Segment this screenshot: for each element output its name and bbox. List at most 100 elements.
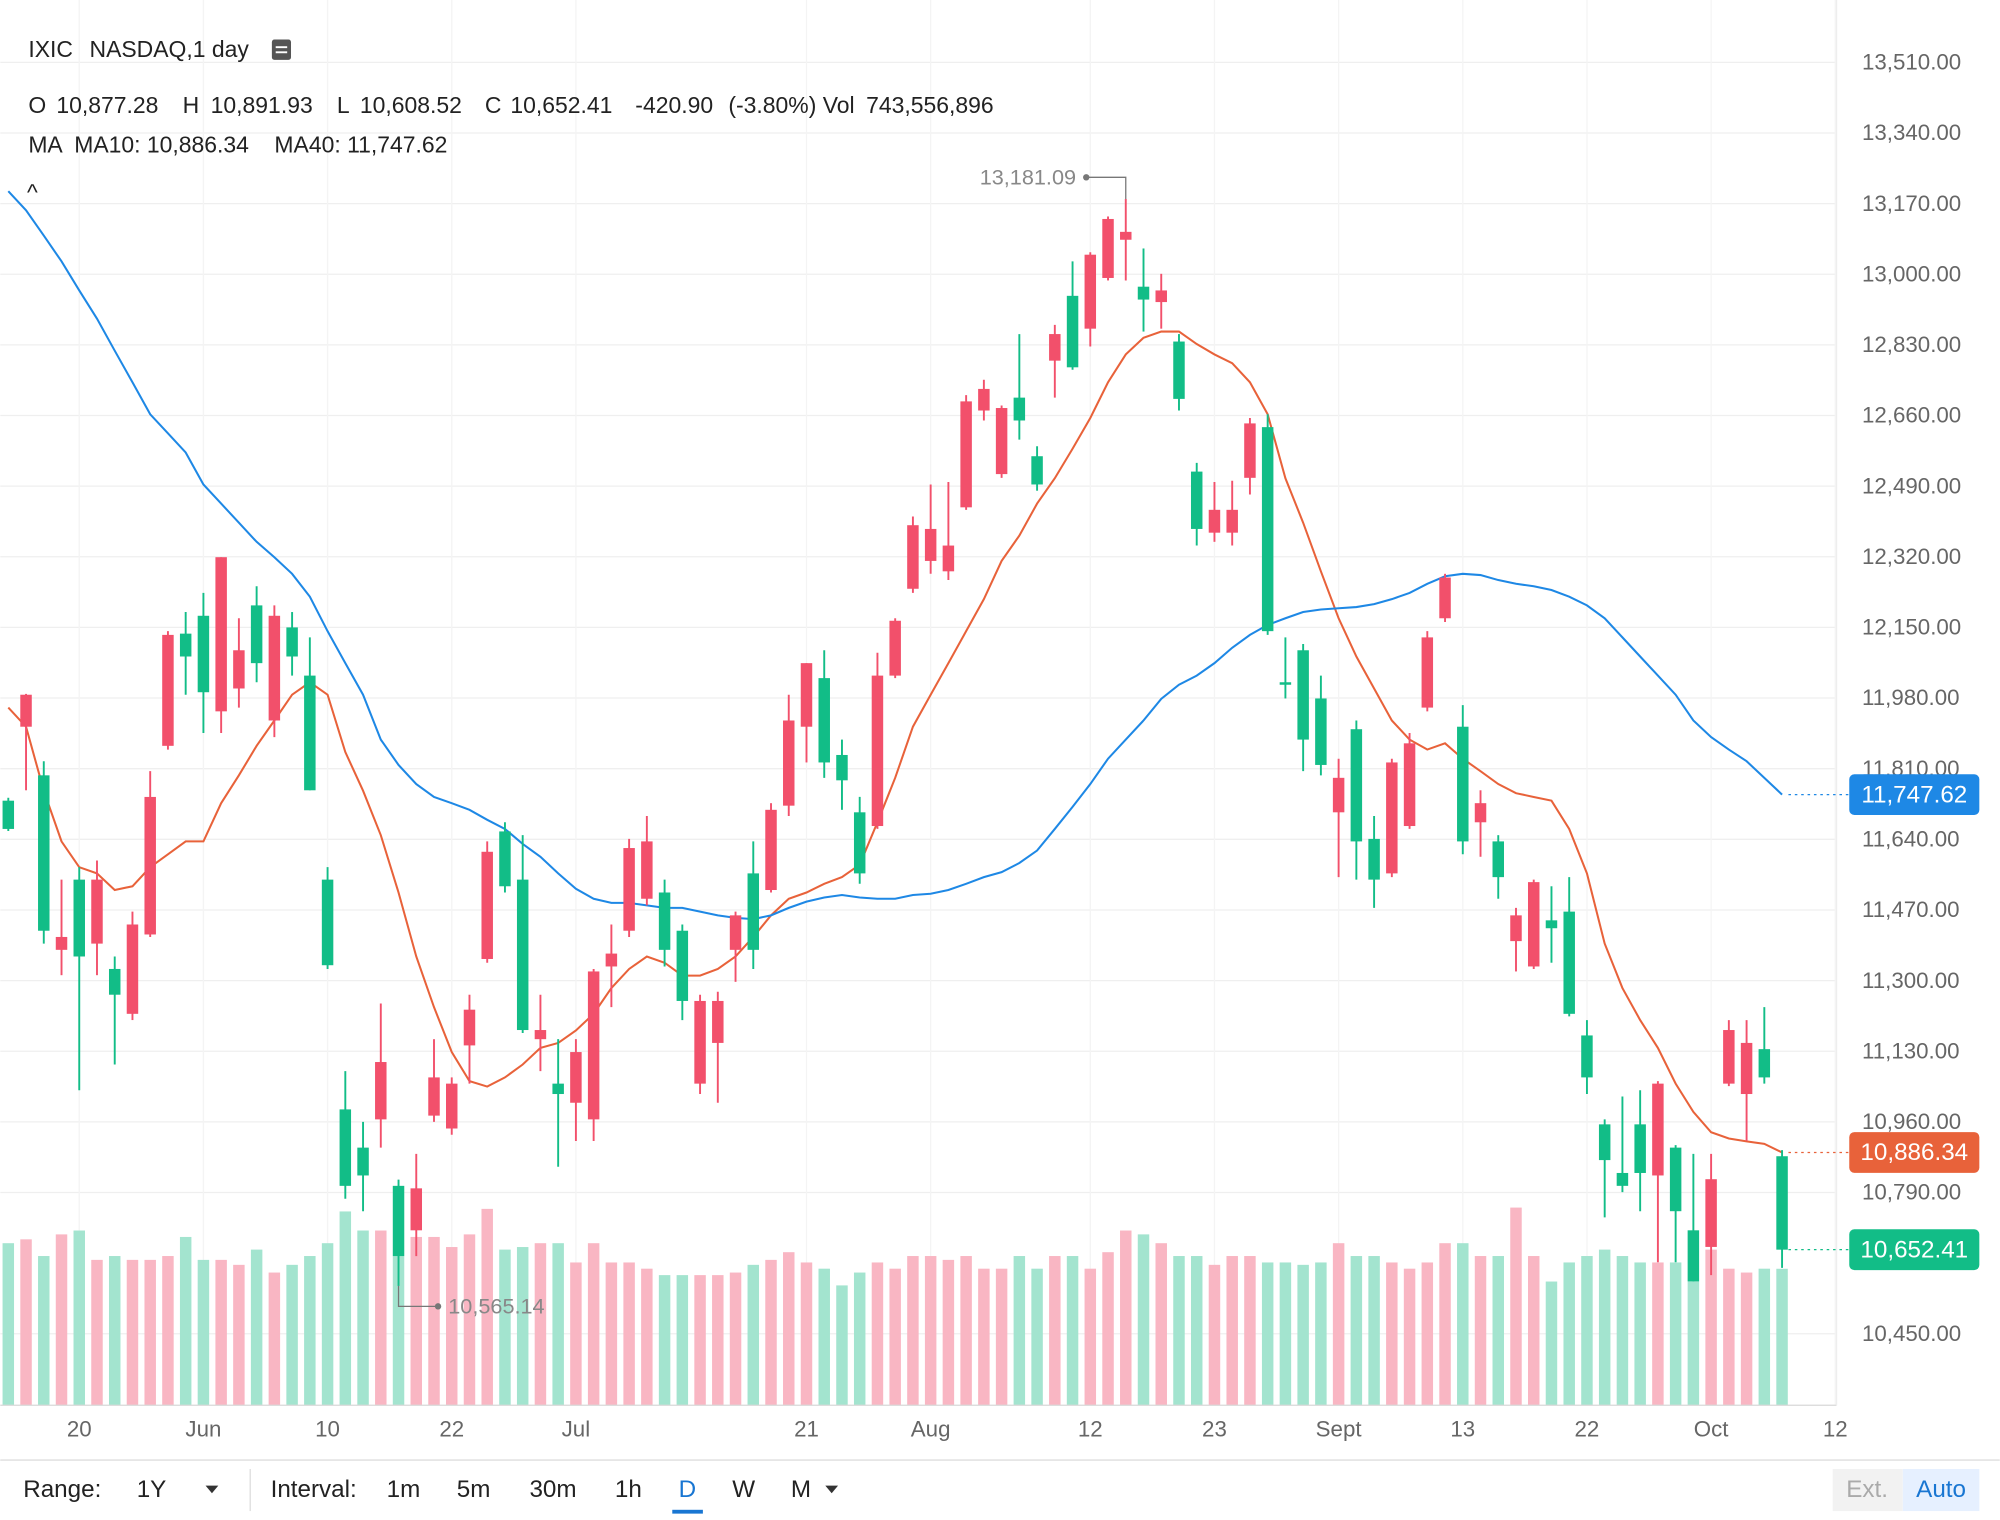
- volume-bar: [978, 1268, 990, 1406]
- volume-bar: [20, 1239, 32, 1406]
- volume-bar: [1457, 1243, 1469, 1406]
- volume-bar: [1368, 1256, 1380, 1406]
- ma10-legend[interactable]: MA10: 10,886.34: [74, 132, 249, 158]
- interval-option[interactable]: M: [791, 1476, 811, 1503]
- candle-body: [1758, 1049, 1771, 1078]
- candle-body: [1439, 577, 1451, 619]
- menu-icon[interactable]: [271, 39, 292, 60]
- volume-bar: [942, 1259, 955, 1406]
- dropdown-arrow[interactable]: [825, 1485, 839, 1494]
- candle-body: [179, 633, 192, 657]
- volume-bar: [144, 1259, 156, 1406]
- volume-bar: [712, 1275, 724, 1406]
- low-marker-line: [397, 1285, 439, 1307]
- volume-bar: [1563, 1262, 1575, 1406]
- price-badge-label: 10,886.34: [1860, 1139, 1968, 1166]
- exchange: NASDAQ,1 day: [90, 36, 250, 62]
- volume-bar: [2, 1243, 15, 1406]
- volume-bar: [1013, 1256, 1026, 1406]
- candle-body: [1137, 286, 1150, 300]
- x-tick-label: 13: [1450, 1417, 1475, 1442]
- collapse-toggle[interactable]: ^: [27, 179, 38, 205]
- candle-body: [162, 634, 174, 746]
- candle-body: [676, 930, 689, 1001]
- candle-body: [1226, 509, 1238, 533]
- range-select[interactable]: 1Y: [137, 1476, 167, 1503]
- quote-key: H: [183, 92, 200, 118]
- candle-body: [233, 650, 245, 689]
- volume-bar: [339, 1211, 352, 1406]
- candle-body: [1598, 1124, 1611, 1161]
- candle-body: [392, 1185, 405, 1257]
- price-badge: [1849, 1229, 1980, 1271]
- volume-bar: [1297, 1264, 1309, 1406]
- volume-bar: [1492, 1256, 1504, 1406]
- interval-option[interactable]: 5m: [457, 1476, 491, 1503]
- volume-bar: [818, 1268, 830, 1406]
- candle-body: [1705, 1179, 1717, 1247]
- ext-button[interactable]: [1832, 1468, 1903, 1512]
- candle-body: [765, 809, 777, 891]
- candle-body: [516, 879, 529, 1031]
- volume-bar: [1332, 1243, 1345, 1406]
- volume-bar: [1120, 1230, 1132, 1406]
- auto-button[interactable]: [1902, 1468, 1980, 1512]
- quote-value: 10,891.93: [211, 92, 313, 118]
- volume-key: Vol: [823, 92, 855, 118]
- symbol: IXIC: [28, 36, 73, 62]
- interval-option[interactable]: 1h: [615, 1476, 642, 1503]
- volume-bar: [1049, 1256, 1061, 1406]
- y-tick-label: 12,490.00: [1862, 473, 1961, 498]
- active-underline: [672, 1509, 703, 1514]
- candle-body: [1261, 427, 1274, 632]
- candle-body: [1315, 698, 1327, 765]
- auto-button-label[interactable]: Auto: [1916, 1476, 1966, 1503]
- candle-body: [463, 1009, 476, 1046]
- quote-value: 10,608.52: [360, 92, 462, 118]
- candle-layer: [2, 198, 1788, 1286]
- x-tick-label: Jun: [185, 1417, 221, 1442]
- interval-option[interactable]: 30m: [529, 1476, 576, 1503]
- ma40-legend[interactable]: MA40: 11,747.62: [274, 132, 447, 158]
- volume-bar: [1244, 1256, 1256, 1406]
- volume-bar: [357, 1230, 369, 1406]
- candle-body: [1634, 1124, 1646, 1173]
- interval-option-active[interactable]: D: [679, 1476, 697, 1503]
- dropdown-arrow[interactable]: [205, 1485, 219, 1494]
- volume-bar: [481, 1208, 493, 1406]
- interval-option[interactable]: W: [732, 1476, 755, 1503]
- candle-body: [907, 525, 919, 589]
- candle-body: [304, 675, 316, 791]
- candle-body: [268, 615, 281, 721]
- volume-bar: [1527, 1256, 1540, 1406]
- interval-option[interactable]: 1m: [387, 1476, 421, 1503]
- candle-body: [375, 1062, 387, 1120]
- volume-bar: [1031, 1268, 1043, 1406]
- volume-bar: [1474, 1256, 1487, 1406]
- candle-body: [339, 1109, 352, 1186]
- volume-bar: [1598, 1249, 1611, 1406]
- y-tick-label: 11,300.00: [1862, 968, 1960, 993]
- quote-key: L: [337, 92, 350, 118]
- volume-bar: [570, 1262, 582, 1406]
- volume-bar: [108, 1256, 121, 1406]
- candle-body: [1350, 729, 1363, 842]
- volume-bar: [552, 1243, 564, 1406]
- volume-bar: [694, 1275, 706, 1406]
- volume-bar: [836, 1285, 848, 1406]
- candle-body: [1102, 218, 1114, 278]
- candle-body: [1332, 777, 1345, 813]
- candle-body: [836, 754, 848, 781]
- change: -420.90: [635, 92, 713, 118]
- y-tick-label: 12,660.00: [1862, 403, 1961, 428]
- x-tick-label: 12: [1823, 1417, 1848, 1442]
- candle-body: [853, 812, 866, 874]
- candle-body: [1386, 762, 1398, 874]
- volume-bar: [1208, 1264, 1221, 1406]
- ext-button-label[interactable]: Ext.: [1846, 1476, 1888, 1503]
- volume-bar: [38, 1256, 50, 1406]
- volume-bar: [1545, 1281, 1558, 1406]
- candle-body: [1669, 1147, 1682, 1212]
- volume-bar: [853, 1272, 866, 1406]
